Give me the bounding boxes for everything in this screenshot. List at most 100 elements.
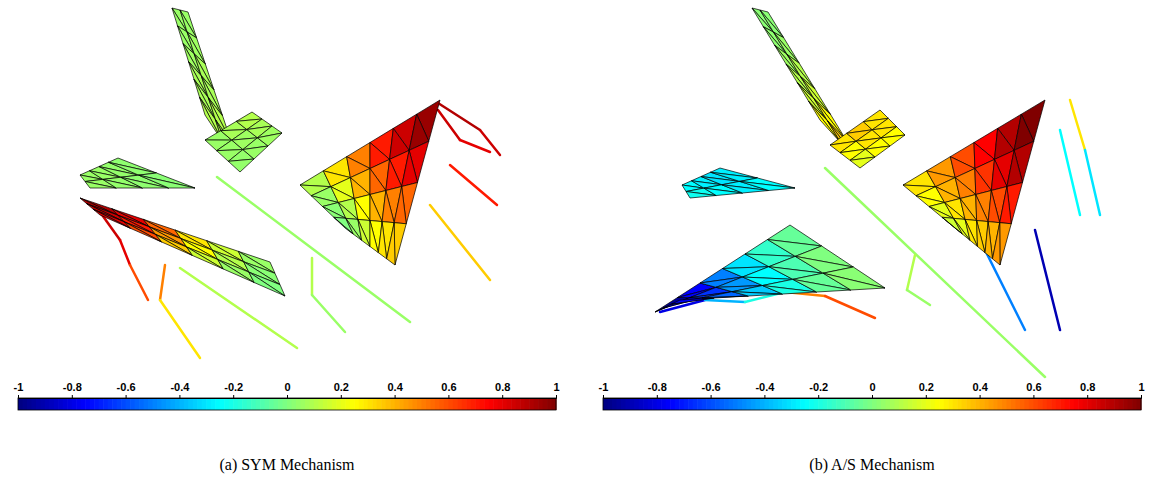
colorbar-step — [314, 398, 319, 410]
colorbar-step — [480, 398, 485, 410]
colorbar-step — [1029, 398, 1034, 410]
colorbar-step — [984, 398, 989, 410]
colorbar-step — [1083, 398, 1088, 410]
colorbar-step — [1042, 398, 1047, 410]
mesh-element — [338, 203, 358, 220]
colorbar-step — [67, 398, 72, 410]
colorbar-axis: -1-0.8-0.6-0.4-0.200.20.40.60.81 — [599, 381, 1145, 399]
colorbar-step — [430, 398, 435, 410]
colorbar-step — [603, 398, 608, 410]
colorbar-step — [58, 398, 63, 410]
tick: 0.4 — [972, 381, 988, 398]
tick-label: -0.2 — [224, 381, 243, 393]
mesh-element — [1000, 187, 1012, 224]
colorbar-step — [516, 398, 521, 410]
tick-label: 0.8 — [495, 381, 510, 393]
colorbar-step — [76, 398, 81, 410]
tick: -1 — [599, 381, 609, 398]
colorbar-step — [1024, 398, 1029, 410]
tick-mark — [711, 395, 712, 398]
colorbar-step — [715, 398, 720, 410]
colorbar-step — [989, 398, 994, 410]
tick-mark — [341, 395, 342, 398]
tick-mark — [448, 395, 449, 398]
colorbar-step — [386, 398, 391, 410]
colorbar-step — [408, 398, 413, 410]
colorbar-step — [1101, 398, 1106, 410]
colorbar-step — [863, 398, 868, 410]
axis-line — [19, 395, 557, 399]
tick-mark — [179, 395, 180, 398]
mesh-element — [786, 64, 814, 99]
colorbar-step — [448, 398, 453, 410]
caption: (b) A/S Mechanism — [809, 456, 935, 474]
tick-mark — [233, 395, 234, 398]
beam-segment — [705, 300, 745, 302]
colorbar-step — [529, 398, 534, 410]
colorbar-step — [547, 398, 552, 410]
colorbar-step — [121, 398, 126, 410]
colorbar-step — [935, 398, 940, 410]
colorbar-step — [634, 398, 639, 410]
colorbar-step — [269, 398, 274, 410]
mesh-element — [814, 99, 846, 141]
colorbar-step — [706, 398, 711, 410]
colorbar-step — [850, 398, 855, 410]
colorbar-step — [534, 398, 539, 410]
colorbar-step — [85, 398, 90, 410]
colorbar-step — [260, 398, 265, 410]
colorbar-step — [108, 398, 113, 410]
colorbar-step — [242, 398, 247, 410]
tick: -0.4 — [755, 381, 775, 398]
colorbar-step — [742, 398, 747, 410]
colorbar-step — [484, 398, 489, 410]
mesh-element — [993, 223, 1001, 265]
tick-mark — [818, 395, 819, 398]
colorbar-step — [18, 398, 23, 410]
tick-mark — [1087, 395, 1088, 398]
beams — [660, 100, 1100, 377]
colorbar-step — [193, 398, 198, 410]
tick-label: -0.2 — [809, 381, 828, 393]
colorbar-step — [787, 398, 792, 410]
colorbar-step — [179, 398, 184, 410]
mesh-element — [249, 272, 285, 296]
mesh-element — [881, 135, 905, 146]
colorbar-step — [845, 398, 850, 410]
colorbar-step — [1060, 398, 1065, 410]
mesh-element — [672, 298, 715, 304]
tick: 0 — [869, 381, 875, 398]
mesh-element — [991, 159, 1007, 190]
beam-segment — [160, 265, 165, 300]
colorbar-step — [1132, 398, 1137, 410]
colorbar-step — [161, 398, 166, 410]
tick-mark — [126, 395, 127, 398]
colorbar-step — [1092, 398, 1097, 410]
colorbar-step — [45, 398, 50, 410]
colorbar-step — [525, 398, 530, 410]
colorbar-step — [462, 398, 467, 410]
mesh-element — [382, 191, 394, 223]
mesh-element — [809, 101, 841, 143]
colorbar-step — [1002, 398, 1007, 410]
colorbar-step — [372, 398, 377, 410]
colorbar-step — [782, 398, 787, 410]
mesh-element — [988, 191, 1000, 223]
colorbar-step — [827, 398, 832, 410]
colorbar-step — [211, 398, 216, 410]
mesh-element — [218, 260, 254, 283]
tick-mark — [72, 395, 73, 398]
colorbar-step — [948, 398, 953, 410]
mesh-element — [814, 99, 846, 141]
tick: -0.8 — [648, 381, 667, 398]
colorbar-step — [944, 398, 949, 410]
tick-mark — [764, 395, 765, 398]
colorbar-step — [612, 398, 617, 410]
colorbar-step — [630, 398, 635, 410]
colorbar-step — [206, 398, 211, 410]
tick-mark — [556, 395, 557, 398]
beam-segment — [130, 265, 148, 300]
colorbar-step — [538, 398, 543, 410]
colorbar-step — [368, 398, 373, 410]
colorbar-step — [336, 398, 341, 410]
